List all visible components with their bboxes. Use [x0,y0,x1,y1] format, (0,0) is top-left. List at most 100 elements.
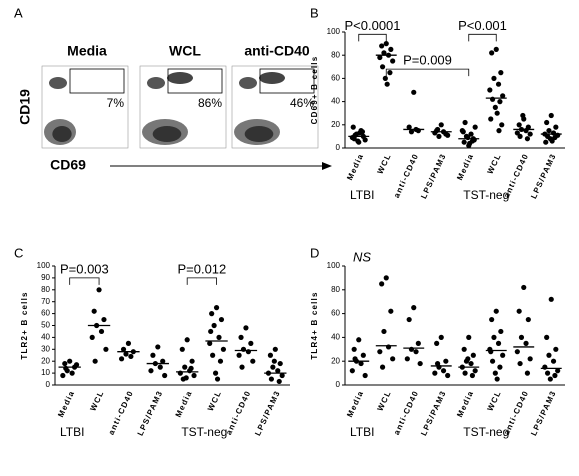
data-point [489,96,496,102]
data-point [250,358,256,364]
data-point [390,356,396,362]
annotation: P=0.009 [403,53,452,68]
x-tick-label: Media [56,389,76,419]
data-point [489,358,496,364]
dot-plot: C TLR2+ B cells 0 10 20 30 40 50 60 70 80 90 100 Medi… [14,245,290,439]
data-point [209,311,215,317]
data-point [62,360,68,367]
data-point [489,50,495,56]
data-point [415,340,421,346]
data-point [516,122,522,128]
data-point [488,116,494,122]
data-point [495,81,502,87]
gate-percent: 86% [198,96,222,110]
annotation: P<0.001 [458,18,507,33]
data-point [358,360,364,367]
plot-frame [41,65,129,149]
group-label: TST-neg [181,425,227,439]
x-tick-label: Media [174,389,194,419]
data-point [470,352,476,358]
data-point [493,308,499,314]
x-tick-label: WCL [486,389,503,413]
y-tick-label: 100 [327,27,341,36]
data-point [351,346,357,352]
data-point [189,358,195,364]
data-point [96,287,102,293]
data-point [69,370,75,376]
data-point [553,124,559,130]
data-point [211,322,217,329]
data-point [157,364,163,370]
data-point [492,370,498,376]
data-point [213,305,220,311]
data-point [349,368,355,374]
x-tick-label: LPS/PAM3 [253,389,282,437]
data-point [118,356,125,362]
data-point [520,112,526,119]
group-label: TST-neg [463,188,509,202]
cell-cluster [49,77,67,89]
data-point [440,368,447,374]
data-point [498,70,504,76]
group-label: TST-neg [463,425,509,439]
data-point [355,138,361,144]
cell-cluster [259,72,285,84]
data-point [406,316,412,323]
data-point [497,99,503,105]
data-point [160,358,166,364]
data-point [352,356,358,362]
annotation: P=0.012 [177,261,226,276]
data-point [468,131,474,137]
y-axis-label: TLR4+ B cells [310,291,319,359]
cell-cluster-core [244,126,274,142]
data-point [238,334,244,340]
data-point [248,340,254,346]
data-point [527,356,533,362]
data-point [469,372,476,379]
data-point [362,372,368,379]
data-point [436,133,442,139]
data-point [434,126,441,133]
data-point [544,119,550,126]
data-point [461,346,467,352]
data-point [518,334,525,340]
data-point [411,89,417,95]
data-point [60,372,66,379]
x-tick-label: LPS/PAM3 [419,389,448,437]
data-point [162,372,168,379]
group-label: LTBI [350,425,374,439]
data-point [279,372,285,379]
data-point [549,138,555,144]
arrow-head [322,162,332,170]
x-tick-label: WCL [486,152,503,176]
data-point [101,316,107,323]
data-point [381,328,387,335]
data-point [150,352,156,358]
data-point [552,134,558,141]
y-tick-label: 40 [331,97,340,106]
data-point [239,364,245,370]
plot-title: Media [67,43,107,59]
data-point [214,376,221,382]
x-tick-label: WCL [376,389,393,413]
panel-letter: A [14,5,23,20]
data-point [91,308,97,314]
data-point [465,134,471,141]
data-point [544,370,551,376]
data-point [275,368,281,374]
data-point [216,334,222,340]
bracket [358,33,387,42]
y-tick-label: 50 [41,321,50,330]
data-point [525,316,531,323]
data-point [379,43,385,49]
data-point [434,340,440,346]
data-point [472,124,478,130]
data-point [379,364,386,370]
data-point [438,122,444,128]
x-tick-label: WCL [376,152,393,176]
y-tick-label: 0 [336,143,341,152]
cell-cluster [239,77,257,89]
data-point [67,358,73,364]
data-point [89,334,95,340]
